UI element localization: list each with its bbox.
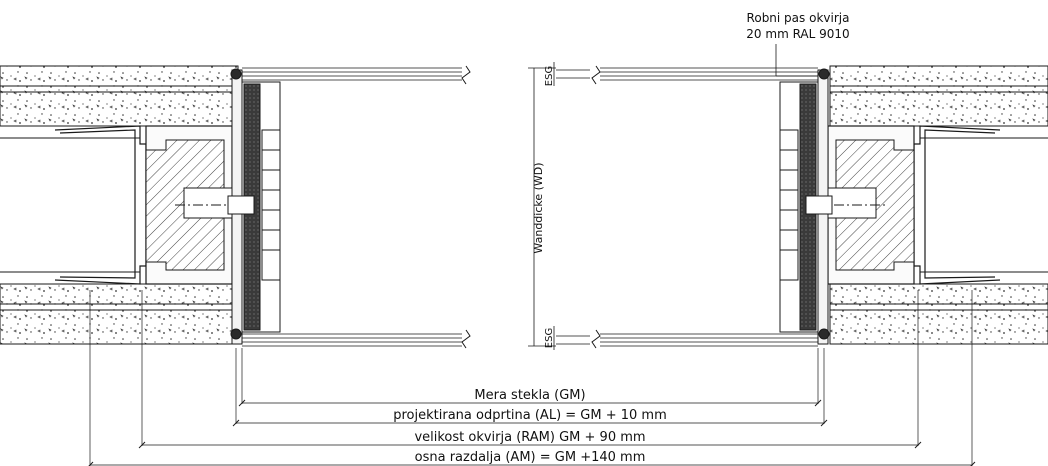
wall-thickness-label: Wanddicke (WD) [532,162,545,253]
right-profile [779,68,833,345]
callout-line-1: Robni pas okvirja [747,11,850,25]
right-wall-upper [829,65,1048,127]
dimension-tick-3-1 [138,441,146,449]
dimension-label-1: Mera stekla (GM) [474,388,585,403]
dimension-tick-4-1 [88,461,94,466]
dimension-tick-2-1 [232,419,240,427]
right-wall [829,65,1048,345]
callout-line-2: 20 mm RAL 9010 [746,27,849,41]
dimension-extension-lines [89,290,973,466]
wall-thickness-dimension [528,62,556,350]
left-wall-upper [0,65,239,127]
dimension-tick-2-2 [820,419,828,427]
dimension-tick-1-2 [814,399,822,407]
callout-leader [775,44,818,77]
dimension-tick-1-1 [238,399,246,407]
right-glass [556,67,818,347]
left-profile [227,68,281,345]
dimension-label-2: projektirana odprtina (AL) = GM + 10 mm [393,408,667,423]
right-wood-core [798,139,915,271]
right-wall-lower [829,283,1048,345]
break-lines [461,65,601,349]
dimension-label-3: velikost okvirja (RAM) GM + 90 mm [414,430,645,445]
esg-top-label: ESG [544,66,555,86]
left-wood-core [145,139,262,271]
left-glass [242,67,462,347]
dimension-tick-3-2 [914,441,922,449]
esg-bottom-label: ESG [544,328,555,348]
left-wall [0,65,239,345]
dimension-tick-4-2 [970,461,976,466]
left-wall-lower [0,283,239,345]
dimension-label-4: osna razdalja (AM) = GM +140 mm [415,450,646,465]
